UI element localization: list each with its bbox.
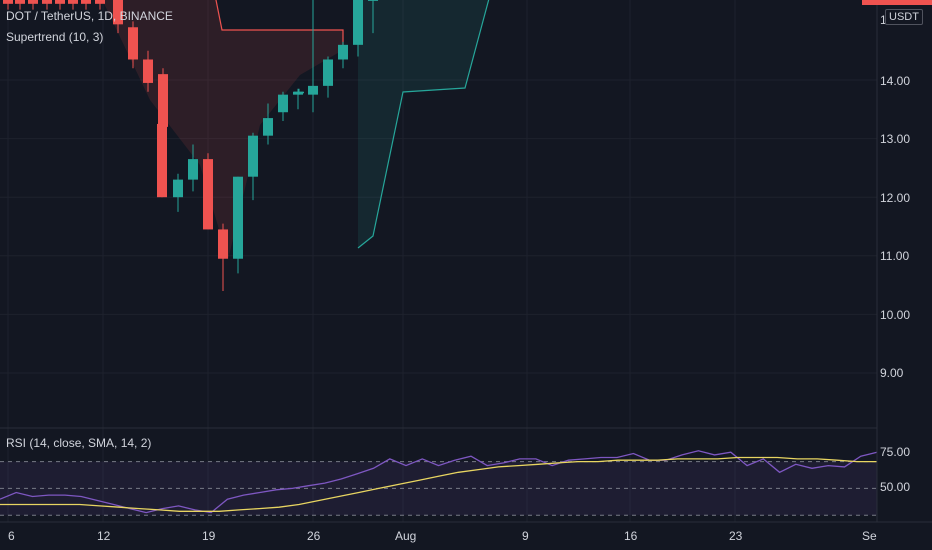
- supertrend-down-line: [215, 0, 344, 45]
- time-tick-label: 9: [522, 529, 529, 543]
- candle-body: [68, 0, 78, 4]
- candle-body: [128, 27, 138, 60]
- candle-body: [157, 123, 167, 198]
- candlestick-series: [3, 0, 378, 291]
- rsi-line: [0, 450, 878, 514]
- time-tick-label: 19: [202, 529, 216, 543]
- supertrend-up-line: [357, 0, 490, 249]
- rsi-pane: [0, 450, 878, 516]
- rsi-tick-label: 50.00: [880, 480, 910, 494]
- candle-body: [338, 44, 348, 60]
- rsi-tick-label: 75.00: [880, 445, 910, 459]
- candle-body: [42, 0, 52, 4]
- candle-body: [203, 159, 213, 230]
- price-tick-label: 14.00: [880, 74, 910, 88]
- candle-body: [353, 0, 363, 45]
- rsi-legend[interactable]: RSI (14, close, SMA, 14, 2): [6, 436, 152, 450]
- candle-body: [3, 0, 13, 4]
- supertrend-legend[interactable]: Supertrend (10, 3): [6, 30, 104, 44]
- candle-body: [218, 229, 228, 259]
- candle-body: [173, 179, 183, 198]
- rsi-axis[interactable]: 75.00 50.00: [880, 445, 910, 494]
- candle-body: [294, 91, 304, 94]
- candle-body: [81, 0, 91, 4]
- candle-body: [158, 74, 168, 127]
- candle-body: [28, 0, 38, 4]
- price-axis[interactable]: 1 14.00 13.00 12.00 11.00 10.00 9.00: [880, 13, 910, 380]
- time-tick-label: 12: [97, 529, 111, 543]
- price-tick-label: 11.00: [880, 249, 909, 263]
- candle-body: [368, 0, 378, 1]
- supertrend-down-fill: [102, 0, 343, 260]
- price-tick-label: 9.00: [880, 366, 904, 380]
- price-tick-label: 12.00: [880, 191, 910, 205]
- time-tick-label: 26: [307, 529, 321, 543]
- time-tick-label: 23: [729, 529, 743, 543]
- time-tick-label: 6: [8, 529, 15, 543]
- candle-body: [55, 0, 65, 4]
- candle-body: [143, 59, 153, 83]
- currency-badge[interactable]: USDT: [885, 9, 923, 25]
- candle-body: [278, 94, 288, 113]
- time-tick-label: Aug: [395, 529, 416, 543]
- candle-body: [95, 0, 105, 4]
- price-tick-label: 10.00: [880, 308, 910, 322]
- symbol-legend[interactable]: DOT / TetherUS, 1D, BINANCE: [6, 9, 173, 23]
- candle-body: [308, 85, 318, 95]
- supertrend-fill: [102, 0, 490, 260]
- candle-body: [15, 0, 25, 4]
- candle-body: [323, 59, 333, 86]
- time-axis[interactable]: 6 12 19 26 Aug 9 16 23 Se: [8, 529, 877, 543]
- candle-body: [248, 135, 258, 177]
- candle-body: [233, 176, 243, 259]
- price-tick-label: 13.00: [880, 132, 910, 146]
- time-tick-label: 16: [624, 529, 638, 543]
- candle-body: [263, 118, 273, 136]
- rsi-ma-line: [0, 456, 877, 512]
- current-price-badge: [862, 0, 932, 5]
- grid-lines: [0, 0, 877, 522]
- candle-body: [113, 0, 123, 25]
- supertrend-up-fill: [358, 0, 489, 248]
- time-tick-label: Se: [862, 529, 877, 543]
- candle-body: [188, 159, 198, 180]
- price-tick-partial: 1: [880, 13, 887, 27]
